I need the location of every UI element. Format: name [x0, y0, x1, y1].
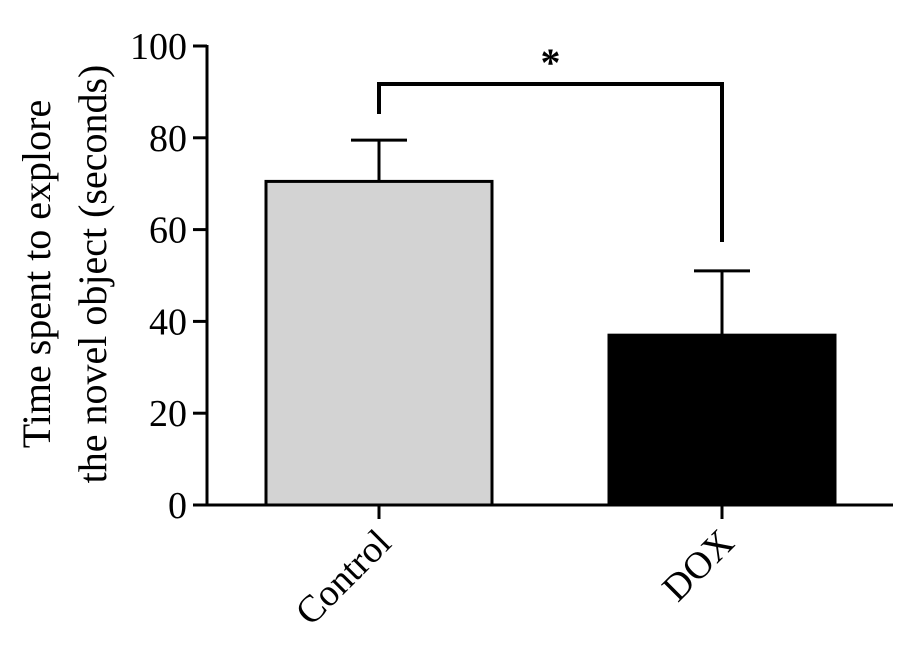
y-tick-label: 100	[130, 26, 187, 68]
y-tick-label: 0	[168, 485, 187, 527]
significance-label: *	[541, 40, 561, 85]
y-tick-label: 80	[149, 118, 187, 160]
y-axis-title-line-2: the novel object (seconds)	[70, 65, 115, 484]
y-axis-title-line-1: Time spent to explore	[14, 100, 59, 449]
y-tick-label: 60	[149, 210, 187, 252]
y-tick-label: 20	[149, 393, 187, 435]
x-tick-label-control: Control	[288, 522, 400, 634]
bar-control	[264, 179, 494, 507]
significance-bracket	[377, 82, 724, 242]
y-tick-label: 40	[149, 301, 187, 343]
plot-area: 0 20 40 60 80 100 Control DOX *	[130, 26, 893, 633]
x-tick-label-dox: DOX	[654, 522, 742, 610]
y-axis-title: Time spent to explore the novel object (…	[14, 65, 115, 484]
bar-dox	[607, 333, 837, 507]
